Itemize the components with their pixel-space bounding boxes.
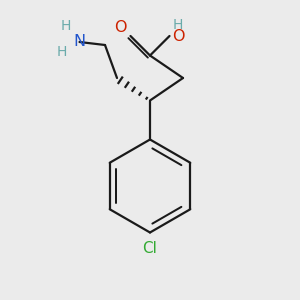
Text: O: O [114, 20, 126, 35]
Text: H: H [61, 19, 71, 32]
Text: O: O [172, 28, 184, 44]
Text: N: N [74, 34, 86, 50]
Text: H: H [173, 18, 183, 32]
Text: Cl: Cl [142, 241, 158, 256]
Text: H: H [56, 46, 67, 59]
